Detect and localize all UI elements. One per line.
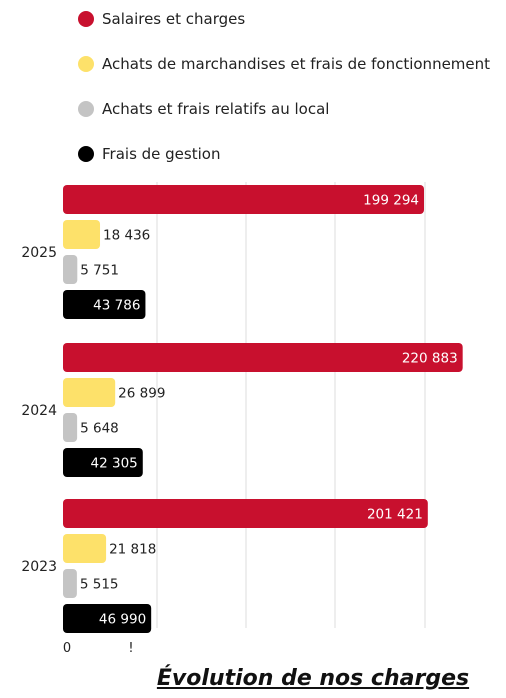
legend-marker-1 — [78, 56, 94, 72]
value-label-2025-2: 5 751 — [80, 263, 119, 279]
value-label-2025-1: 18 436 — [103, 228, 150, 244]
category-labels: 2025 2024 2023 — [21, 245, 57, 575]
grid-lines — [156, 182, 426, 628]
value-label-2023-2: 5 515 — [80, 577, 119, 593]
value-label-2024-0: 220 883 — [402, 351, 458, 367]
x-tick-label-1: ! — [128, 641, 133, 656]
value-label-2024-3: 42 305 — [91, 456, 138, 472]
value-labels: 199 294 18 436 5 751 43 786 220 883 26 899 5 6… — [80, 193, 458, 628]
legend-label-1: Achats de marchandises et frais de fonct… — [102, 55, 490, 73]
legend-marker-3 — [78, 146, 94, 162]
legend: Salaires et charges Achats de marchandise… — [78, 10, 490, 163]
bar-2024-2 — [63, 413, 78, 442]
bar-2023-1 — [63, 534, 107, 563]
bar-2023-2 — [63, 569, 77, 598]
bar-2024-1 — [63, 378, 116, 407]
value-label-2023-0: 201 421 — [367, 507, 423, 523]
bar-2025-3 — [63, 290, 146, 319]
value-label-2025-0: 199 294 — [363, 193, 419, 209]
category-label-2025: 2025 — [21, 245, 57, 261]
chart-title: Évolution de nos charges — [156, 666, 470, 691]
value-label-2024-2: 5 648 — [80, 421, 119, 437]
bar-2025-0 — [63, 185, 424, 214]
bar-2025-1 — [63, 220, 101, 249]
bar-2024-0 — [63, 343, 463, 372]
legend-label-0: Salaires et charges — [102, 10, 245, 28]
x-tick-label-0: 0 — [63, 641, 71, 656]
legend-marker-0 — [78, 11, 94, 27]
bar-2024-3 — [63, 448, 143, 477]
value-label-2023-3: 46 990 — [99, 612, 146, 628]
legend-marker-2 — [78, 101, 94, 117]
value-label-2024-1: 26 899 — [118, 386, 165, 402]
legend-label-3: Frais de gestion — [102, 145, 220, 163]
x-tick-labels: 0! — [63, 641, 134, 656]
value-label-2023-1: 21 818 — [109, 542, 156, 558]
legend-label-2: Achats et frais relatifs au local — [102, 100, 329, 118]
bar-2023-0 — [63, 499, 428, 528]
bars — [63, 185, 463, 633]
value-label-2025-3: 43 786 — [93, 298, 140, 314]
bar-2025-2 — [63, 255, 78, 284]
category-label-2023: 2023 — [21, 559, 57, 575]
category-label-2024: 2024 — [21, 403, 57, 419]
bar-2023-3 — [63, 604, 152, 633]
